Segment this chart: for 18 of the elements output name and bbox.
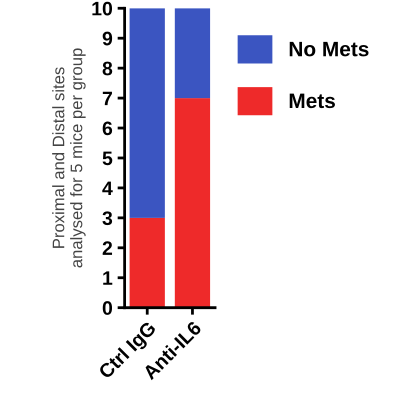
legend-label: No Mets [290,42,369,56]
y-tick-label: 8 [102,62,112,76]
y-tick-label: 7 [102,92,112,106]
bar [130,8,165,218]
y-axis-title: Proximal and Distal sites analysed for 5 mice per group [52,48,86,268]
y-tick-label: 0 [102,301,112,315]
y-tick-label: 3 [102,211,112,226]
y-tick-label: 5 [102,152,112,166]
bar [174,98,210,308]
y-tick-label: 4 [102,182,113,195]
legend-label: Mets [290,94,335,108]
bar [130,218,165,308]
bar [174,8,210,98]
y-tick-label: 6 [102,122,112,136]
y-tick-label: 1 [103,271,112,285]
y-tick-label: 10 [92,2,112,16]
y-tick-label: 9 [102,32,112,46]
y-tick-label: 2 [102,241,112,255]
